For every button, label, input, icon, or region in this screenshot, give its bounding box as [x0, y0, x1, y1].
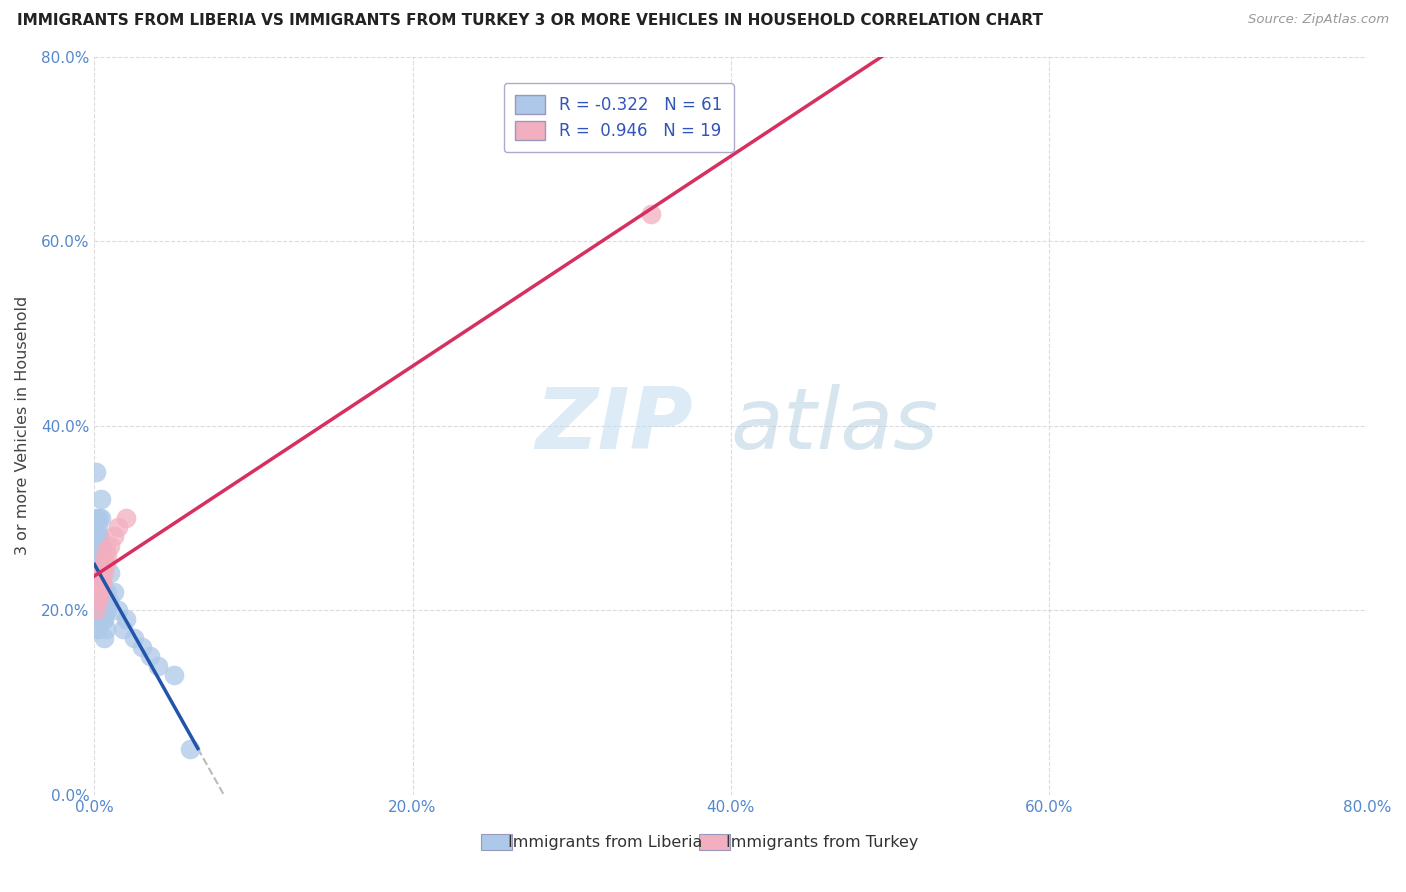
Point [89, 548, 111, 562]
Point [89, 566, 111, 581]
Point [86, 584, 108, 599]
Point [91, 594, 114, 608]
Point [90, 511, 112, 525]
Point [163, 667, 186, 681]
Text: Immigrants from Turkey: Immigrants from Turkey [725, 836, 918, 850]
Text: atlas: atlas [731, 384, 939, 467]
Point [93, 631, 115, 645]
Point [93, 566, 115, 581]
Point [112, 622, 135, 636]
Point [107, 520, 129, 534]
Point [91, 584, 114, 599]
Point [90, 571, 112, 585]
Point [86, 520, 108, 534]
Point [91, 575, 114, 590]
Point [115, 511, 138, 525]
Point [640, 206, 662, 220]
Point [97, 594, 120, 608]
Point [89, 548, 111, 562]
Point [89, 511, 111, 525]
Point [86, 566, 108, 581]
Point [115, 612, 138, 626]
Point [93, 612, 115, 626]
Point [93, 603, 115, 617]
Point [86, 622, 108, 636]
Point [86, 548, 108, 562]
Point [89, 590, 111, 604]
Point [93, 552, 115, 566]
Point [91, 562, 114, 576]
Point [84, 557, 107, 571]
Point [89, 566, 111, 581]
Point [179, 741, 201, 756]
Point [86, 557, 108, 571]
Point [131, 640, 153, 654]
Point [103, 584, 125, 599]
Point [103, 529, 125, 543]
Point [86, 584, 108, 599]
Point [90, 548, 112, 562]
Point [89, 529, 111, 543]
Point [90, 566, 112, 581]
Point [86, 575, 108, 590]
Point [91, 612, 114, 626]
Point [86, 622, 108, 636]
Point [90, 539, 112, 553]
Point [93, 612, 115, 626]
Point [84, 511, 107, 525]
Point [84, 603, 107, 617]
Text: Source: ZipAtlas.com: Source: ZipAtlas.com [1249, 13, 1389, 27]
Point [90, 492, 112, 507]
Point [89, 557, 111, 571]
Point [89, 584, 111, 599]
Point [91, 575, 114, 590]
Point [91, 575, 114, 590]
Point [89, 557, 111, 571]
Point [94, 622, 117, 636]
Text: ZIP: ZIP [534, 384, 693, 467]
Point [89, 529, 111, 543]
Text: Immigrants from Liberia: Immigrants from Liberia [508, 836, 703, 850]
Point [94, 557, 117, 571]
Point [89, 539, 111, 553]
Point [122, 631, 145, 645]
Point [86, 584, 108, 599]
Point [84, 529, 107, 543]
Point [96, 584, 118, 599]
Point [94, 594, 117, 608]
Point [90, 612, 112, 626]
Point [139, 649, 162, 664]
Point [90, 580, 112, 594]
Point [90, 603, 112, 617]
Point [100, 566, 122, 581]
Point [84, 465, 107, 479]
Point [84, 594, 107, 608]
Point [89, 575, 111, 590]
Point [100, 539, 122, 553]
Point [93, 584, 115, 599]
Point [86, 529, 108, 543]
Text: IMMIGRANTS FROM LIBERIA VS IMMIGRANTS FROM TURKEY 3 OR MORE VEHICLES IN HOUSEHOL: IMMIGRANTS FROM LIBERIA VS IMMIGRANTS FR… [17, 13, 1043, 29]
Point [146, 658, 169, 673]
Point [86, 594, 108, 608]
Point [91, 603, 114, 617]
Y-axis label: 3 or more Vehicles in Household: 3 or more Vehicles in Household [15, 296, 30, 556]
Legend: R = -0.322   N = 61, R =  0.946   N = 19: R = -0.322 N = 61, R = 0.946 N = 19 [503, 84, 734, 152]
Point [96, 548, 118, 562]
Point [96, 603, 118, 617]
Point [90, 603, 112, 617]
Point [94, 543, 117, 558]
Point [107, 603, 129, 617]
